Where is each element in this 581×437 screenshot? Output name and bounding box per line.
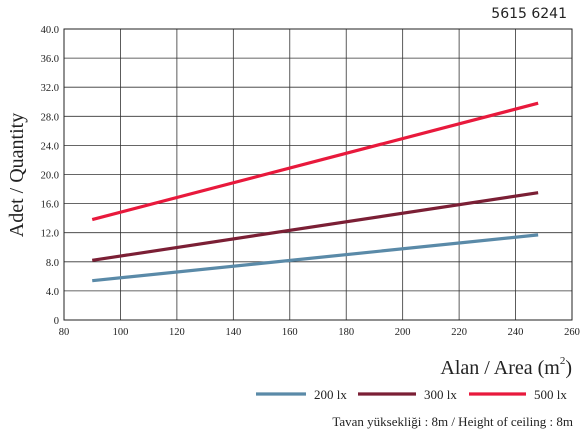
y-tick-label: 12.0 bbox=[41, 229, 59, 240]
legend-label: 300 lx bbox=[424, 387, 457, 402]
ceiling-height-note: Tavan yüksekliği : 8m / Height of ceilin… bbox=[332, 414, 573, 429]
series-line-200-lx bbox=[92, 233, 539, 283]
legend-label: 500 lx bbox=[534, 387, 567, 402]
x-tick-labels: 80 100 120 140 160 180 200 220 240 260 bbox=[59, 327, 580, 338]
x-tick-label: 260 bbox=[564, 327, 580, 338]
series-line-500-lx bbox=[91, 101, 539, 222]
plot-frame bbox=[63, 28, 573, 321]
y-tick-label: 24.0 bbox=[41, 141, 59, 152]
y-axis-label: Adet / Quantity bbox=[6, 113, 28, 237]
legend: 200 lx 300 lx 500 lx bbox=[256, 387, 567, 402]
y-tick-label: 40.0 bbox=[41, 25, 59, 36]
y-tick-label: 16.0 bbox=[41, 200, 59, 211]
x-tick-label: 200 bbox=[395, 327, 411, 338]
y-tick-label: 4.0 bbox=[46, 287, 59, 298]
y-tick-label: 20.0 bbox=[41, 171, 59, 182]
x-axis-label: Alan / Area (m2) bbox=[440, 355, 572, 379]
y-tick-label: 8.0 bbox=[46, 258, 59, 269]
x-tick-label: 220 bbox=[451, 327, 467, 338]
x-tick-label: 160 bbox=[282, 327, 298, 338]
series-line-300-lx bbox=[91, 191, 539, 262]
x-tick-label: 120 bbox=[169, 327, 185, 338]
x-tick-label: 180 bbox=[338, 327, 354, 338]
legend-label: 200 lx bbox=[314, 387, 347, 402]
y-tick-label: 0 bbox=[54, 316, 59, 327]
y-tick-label: 36.0 bbox=[41, 54, 59, 65]
y-tick-labels: 0 4.0 8.0 12.0 16.0 20.0 24.0 28.0 32.0 36.0 40.0 bbox=[41, 25, 59, 327]
series-lines bbox=[91, 101, 539, 283]
product-code: 5615 6241 bbox=[491, 6, 567, 22]
x-tick-label: 240 bbox=[508, 327, 524, 338]
y-tick-label: 28.0 bbox=[41, 112, 59, 123]
x-tick-label: 140 bbox=[225, 327, 241, 338]
x-tick-label: 100 bbox=[113, 327, 129, 338]
y-tick-label: 32.0 bbox=[41, 83, 59, 94]
x-tick-label: 80 bbox=[59, 327, 70, 338]
